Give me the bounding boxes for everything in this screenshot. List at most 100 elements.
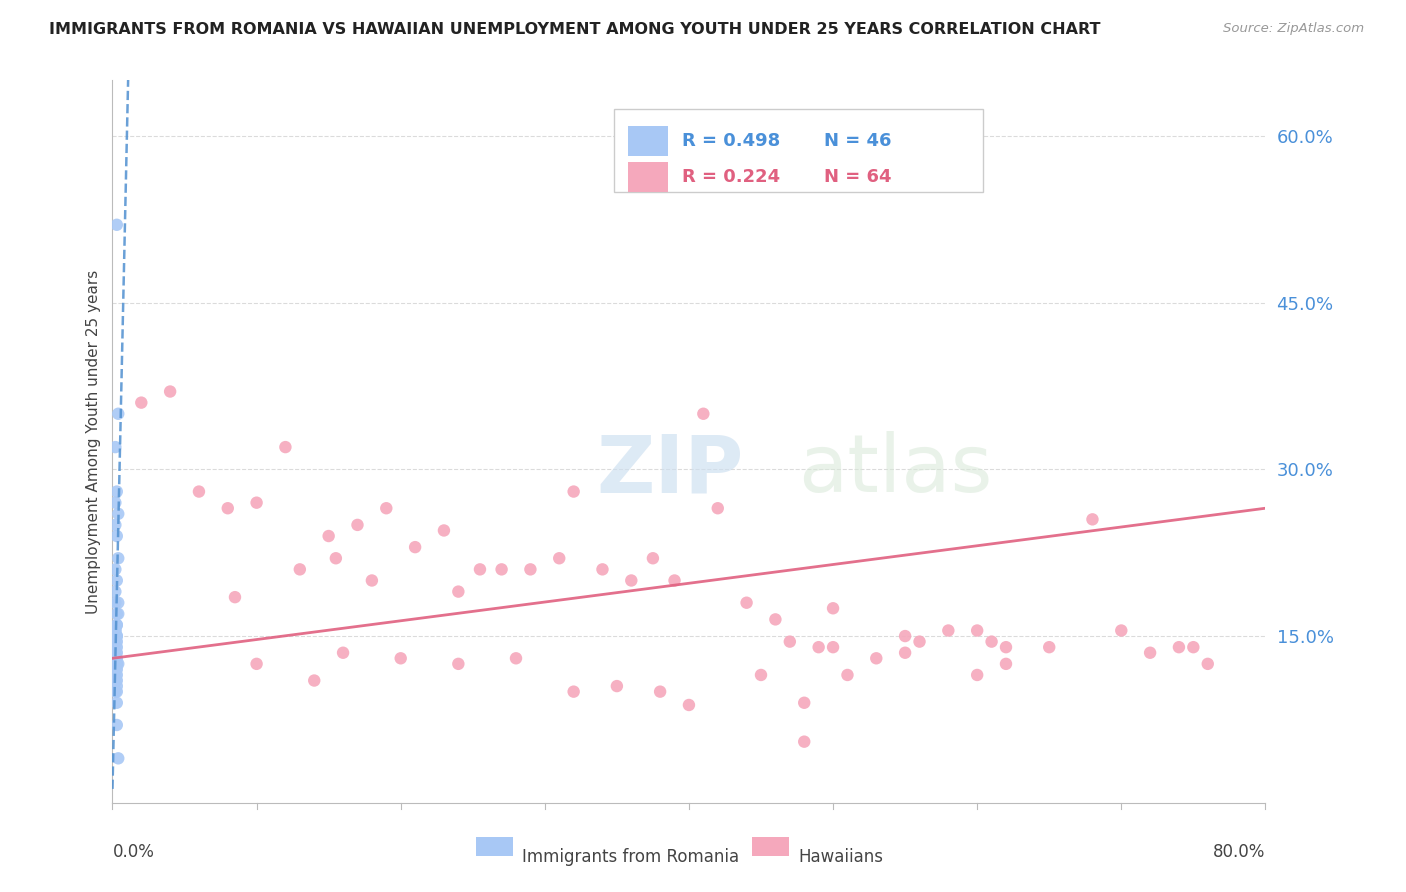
Point bbox=[104, 562, 127, 576]
Point bbox=[105, 618, 128, 632]
Text: N = 64: N = 64 bbox=[824, 169, 891, 186]
Point bbox=[707, 501, 730, 516]
Point bbox=[105, 684, 128, 698]
Point bbox=[332, 646, 354, 660]
Point bbox=[105, 657, 128, 671]
Point bbox=[562, 684, 585, 698]
Point bbox=[360, 574, 382, 588]
Point bbox=[936, 624, 959, 638]
Text: atlas: atlas bbox=[799, 432, 993, 509]
Point bbox=[107, 657, 129, 671]
Point bbox=[325, 551, 347, 566]
Text: Immigrants from Romania: Immigrants from Romania bbox=[522, 847, 740, 865]
Point bbox=[246, 496, 269, 510]
Point bbox=[129, 395, 153, 409]
Point bbox=[104, 651, 127, 665]
Point bbox=[104, 624, 127, 638]
Point bbox=[107, 551, 129, 566]
Point bbox=[433, 524, 456, 538]
Point bbox=[1038, 640, 1060, 655]
Point bbox=[159, 384, 181, 399]
Point bbox=[105, 718, 128, 732]
Point bbox=[562, 484, 585, 499]
Point bbox=[288, 562, 311, 576]
Point bbox=[304, 673, 326, 688]
Point bbox=[104, 651, 127, 665]
Point bbox=[105, 640, 128, 655]
Point bbox=[793, 696, 815, 710]
Point bbox=[105, 629, 128, 643]
Point bbox=[104, 584, 127, 599]
Point bbox=[735, 596, 758, 610]
Point bbox=[104, 662, 127, 676]
Point bbox=[107, 407, 129, 421]
Point bbox=[274, 440, 297, 454]
Point bbox=[404, 540, 426, 554]
Point bbox=[995, 657, 1018, 671]
Point bbox=[1167, 640, 1189, 655]
Point bbox=[104, 624, 127, 638]
Point bbox=[491, 562, 513, 576]
Point bbox=[105, 657, 128, 671]
FancyBboxPatch shape bbox=[475, 838, 513, 855]
Point bbox=[821, 640, 844, 655]
Point bbox=[105, 696, 128, 710]
Point bbox=[105, 673, 128, 688]
Point bbox=[105, 679, 128, 693]
Point bbox=[105, 574, 128, 588]
Point bbox=[105, 529, 128, 543]
FancyBboxPatch shape bbox=[628, 126, 668, 156]
Point bbox=[105, 618, 128, 632]
Point bbox=[375, 501, 398, 516]
Text: Hawaiians: Hawaiians bbox=[799, 847, 883, 865]
Point bbox=[468, 562, 491, 576]
Point bbox=[1197, 657, 1219, 671]
Point bbox=[592, 562, 614, 576]
Point bbox=[104, 517, 127, 532]
Point bbox=[821, 601, 844, 615]
Point bbox=[447, 657, 470, 671]
Point bbox=[318, 529, 340, 543]
Point bbox=[966, 624, 988, 638]
Point bbox=[107, 596, 129, 610]
Point bbox=[389, 651, 412, 665]
Point bbox=[224, 590, 246, 604]
Point bbox=[104, 596, 127, 610]
Point bbox=[894, 646, 917, 660]
Point bbox=[650, 684, 672, 698]
Text: Source: ZipAtlas.com: Source: ZipAtlas.com bbox=[1223, 22, 1364, 36]
Point bbox=[105, 634, 128, 648]
Point bbox=[966, 668, 988, 682]
Point bbox=[995, 640, 1018, 655]
Text: ZIP: ZIP bbox=[596, 432, 744, 509]
Point bbox=[104, 640, 127, 655]
Point bbox=[105, 484, 128, 499]
Point bbox=[105, 629, 128, 643]
Point bbox=[894, 629, 917, 643]
Point bbox=[749, 668, 772, 682]
Point bbox=[105, 607, 128, 621]
Point bbox=[217, 501, 239, 516]
Point bbox=[837, 668, 859, 682]
Point bbox=[188, 484, 211, 499]
Point bbox=[641, 551, 664, 566]
Point bbox=[664, 574, 686, 588]
Point bbox=[1139, 646, 1161, 660]
Point bbox=[505, 651, 527, 665]
Point bbox=[606, 679, 628, 693]
Point bbox=[620, 574, 643, 588]
Y-axis label: Unemployment Among Youth under 25 years: Unemployment Among Youth under 25 years bbox=[86, 269, 101, 614]
Point bbox=[692, 407, 714, 421]
Point bbox=[793, 734, 815, 748]
Point bbox=[104, 634, 127, 648]
Point bbox=[104, 673, 127, 688]
Point bbox=[246, 657, 269, 671]
Point bbox=[105, 218, 128, 232]
Point bbox=[104, 646, 127, 660]
Point bbox=[1081, 512, 1104, 526]
FancyBboxPatch shape bbox=[628, 162, 668, 193]
Point bbox=[1111, 624, 1133, 638]
Point bbox=[908, 634, 931, 648]
Point bbox=[980, 634, 1002, 648]
Point bbox=[447, 584, 470, 599]
